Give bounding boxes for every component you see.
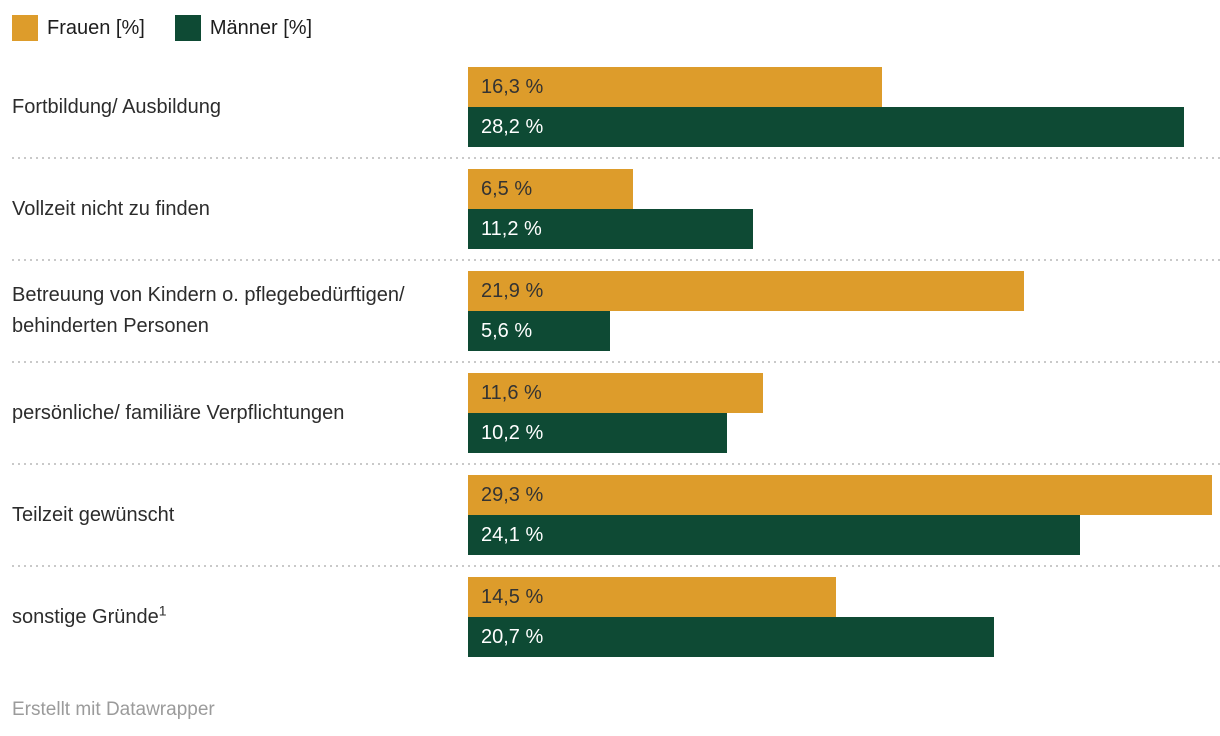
bar-group: 6,5 % 11,2 % (468, 158, 1220, 260)
bar-value-label: 10,2 % (481, 422, 544, 444)
category-label: sonstige Gründe1 (12, 601, 167, 628)
bar-männer: 11,2 % (468, 209, 753, 249)
bar-value-label: 11,2 % (481, 218, 542, 240)
bar-value-label: 20,7 % (481, 626, 544, 648)
bar-group: 11,6 % 10,2 % (468, 362, 1220, 464)
category-row: Fortbildung/ Ausbildung 16,3 % 28,2 % (0, 56, 1220, 159)
bar-value-label: 11,6 % (481, 382, 542, 404)
category-label: Vollzeit nicht zu finden (12, 197, 210, 220)
bar-value-label: 28,2 % (481, 116, 544, 138)
datawrapper-attribution: Erstellt mit Datawrapper (12, 699, 215, 720)
bar-männer: 24,1 % (468, 515, 1081, 555)
category-row: Teilzeit gewünscht 29,3 % 24,1 % (0, 464, 1220, 567)
category-label: persönliche/ familiäre Verpflichtungen (12, 401, 345, 424)
legend-item: Männer [%] (174, 15, 313, 41)
bar-value-label: 14,5 % (481, 586, 544, 608)
bar-frauen: 14,5 % (468, 577, 837, 617)
bar-group: 16,3 % 28,2 % (468, 56, 1220, 158)
bar-frauen: 21,9 % (468, 271, 1025, 311)
bar-value-label: 6,5 % (481, 178, 533, 200)
bar-value-label: 5,6 % (481, 320, 533, 342)
bar-frauen: 16,3 % (468, 67, 883, 107)
legend-label: Männer [%] (209, 17, 313, 39)
bar-group: 14,5 % 20,7 % (468, 566, 1220, 668)
legend-label: Frauen [%] (47, 17, 145, 39)
category-row: persönliche/ familiäre Verpflichtungen 1… (0, 362, 1220, 465)
bar-value-label: 24,1 % (481, 524, 544, 546)
category-row: Vollzeit nicht zu finden 6,5 % 11,2 % (0, 158, 1220, 261)
bar-frauen: 29,3 % (468, 475, 1213, 515)
legend-swatch-icon (174, 15, 201, 41)
legend: Frauen [%] Männer [%] (0, 0, 1220, 41)
bar-value-label: 21,9 % (481, 280, 544, 302)
category-label: Betreuung von Kindern o. pflegebedürftig… (12, 284, 405, 337)
legend-swatch-icon (12, 15, 38, 41)
bar-value-label: 29,3 % (481, 484, 544, 506)
bar-männer: 20,7 % (468, 617, 994, 657)
bar-chart-rows: Fortbildung/ Ausbildung 16,3 % 28,2 % Vol… (0, 56, 1220, 668)
bar-group: 29,3 % 24,1 % (468, 464, 1220, 566)
bar-group: 21,9 % 5,6 % (468, 260, 1220, 362)
bar-männer: 28,2 % (468, 107, 1185, 147)
bar-value-label: 16,3 % (481, 76, 544, 98)
bar-männer: 5,6 % (468, 311, 611, 351)
category-row: sonstige Gründe1 14,5 % 20,7 % (0, 566, 1220, 668)
category-label: Fortbildung/ Ausbildung (12, 95, 222, 118)
legend-item: Frauen [%] (12, 15, 145, 41)
category-row: Betreuung von Kindern o. pflegebedürftig… (0, 260, 1220, 363)
bar-frauen: 6,5 % (468, 169, 634, 209)
category-label: Teilzeit gewünscht (12, 503, 175, 526)
bar-frauen: 11,6 % (468, 373, 763, 413)
bar-männer: 10,2 % (468, 413, 728, 453)
